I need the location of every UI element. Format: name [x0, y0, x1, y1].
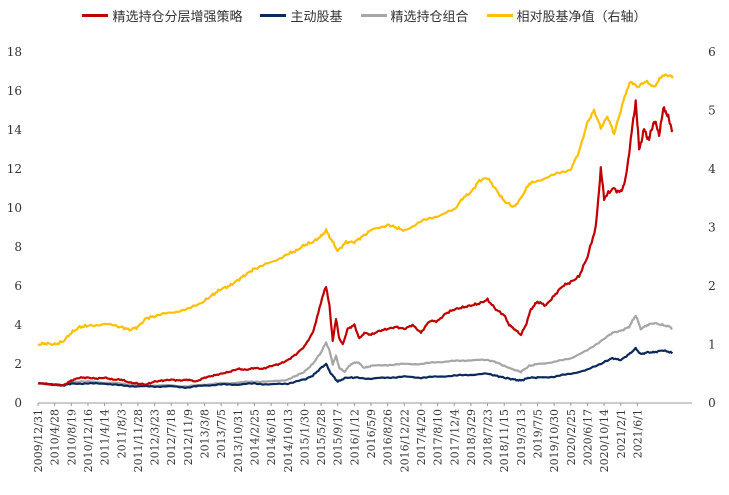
left-tick-label: 4 [14, 318, 22, 332]
x-tick-label: 2019/7/5 [532, 409, 545, 458]
series-layer [37, 73, 674, 389]
x-tick-label: 2017/4/20 [415, 409, 428, 465]
x-tick-label: 2020/2/25 [565, 409, 578, 465]
legend-swatch-active-fund [260, 14, 287, 17]
x-tick-label: 2010/12/16 [82, 409, 95, 472]
left-tick-label: 0 [14, 396, 22, 410]
left-tick-label: 8 [14, 240, 22, 254]
right-tick-label: 3 [708, 221, 716, 235]
x-tick-label: 2015/9/17 [332, 409, 345, 465]
right-tick-label: 6 [708, 45, 716, 59]
legend-swatch-strategy [82, 14, 109, 17]
x-tick-label: 2014/2/25 [248, 409, 261, 465]
portfolio-line [37, 314, 674, 388]
x-tick-label: 2011/8/3 [115, 409, 128, 458]
x-tick-label: 2014/10/13 [282, 409, 295, 472]
legend: 精选持仓分层增强策略 主动股基 精选持仓组合 相对股基净值（右轴） [0, 6, 729, 25]
x-tick-label: 2013/7/5 [215, 409, 228, 458]
legend-label-relative-nav: 相对股基净值（右轴） [516, 10, 647, 25]
x-tick-label: 2016/5/9 [365, 409, 378, 458]
x-tick-label: 2013/10/31 [232, 409, 245, 472]
x-tick-label: 2017/12/4 [448, 409, 461, 465]
x-tick-label: 2017/8/10 [432, 409, 445, 465]
right-tick-label: 0 [708, 396, 716, 410]
x-tick-label: 2020/10/14 [598, 409, 611, 472]
left-tick-label: 2 [14, 357, 22, 371]
legend-item-portfolio: 精选持仓组合 [360, 6, 469, 25]
right-tick-label: 2 [708, 279, 716, 293]
right-tick-label: 4 [708, 162, 716, 176]
relative-nav-line [37, 73, 674, 346]
x-tick-label: 2012/11/9 [182, 409, 195, 465]
legend-label-active-fund: 主动股基 [290, 10, 343, 25]
x-tick-label: 2011/4/14 [99, 409, 112, 465]
x-tick-label: 2018/11/15 [498, 409, 511, 472]
legend-item-relative-nav: 相对股基净值（右轴） [486, 6, 647, 25]
legend-item-active-fund: 主动股基 [260, 6, 343, 25]
legend-swatch-relative-nav [486, 14, 513, 17]
x-tick-label: 2009/12/31 [32, 409, 45, 472]
x-tick-label: 2010/4/28 [49, 409, 62, 465]
right-tick-label: 5 [708, 104, 716, 118]
legend-swatch-portfolio [360, 14, 387, 17]
x-tick-label: 2021/2/1 [615, 409, 628, 458]
x-tick-label: 2019/10/30 [548, 409, 561, 472]
active-fund-line [37, 346, 674, 389]
x-tick-label: 2012/3/23 [149, 409, 162, 465]
legend-item-strategy: 精选持仓分层增强策略 [82, 6, 242, 25]
left-tick-label: 16 [7, 84, 22, 98]
x-tick-label: 2014/6/18 [265, 409, 278, 465]
x-tick-label: 2016/8/26 [382, 409, 395, 465]
left-axis: 0 2 4 6 8 10 12 14 16 18 [7, 45, 23, 410]
x-tick-label: 2019/3/13 [515, 409, 528, 465]
left-tick-label: 12 [7, 162, 22, 176]
legend-label-portfolio: 精选持仓组合 [390, 10, 469, 25]
left-tick-label: 10 [7, 201, 22, 215]
x-tick-label: 2015/1/30 [298, 409, 311, 465]
x-tick-label: 2011/11/28 [132, 409, 145, 472]
x-tick-label: 2020/6/17 [581, 409, 594, 465]
x-tick-label: 2012/7/18 [165, 409, 178, 465]
x-tick-label: 2015/5/28 [315, 409, 328, 465]
legend-label-strategy: 精选持仓分层增强策略 [112, 10, 243, 25]
strategy-line [37, 99, 674, 387]
left-tick-label: 18 [7, 45, 22, 59]
x-tick-label: 2010/8/19 [65, 409, 78, 465]
left-tick-label: 6 [14, 279, 22, 293]
right-tick-label: 1 [708, 338, 716, 352]
x-axis: 2009/12/31 2010/4/28 2010/8/19 2010/12/16 20… [32, 402, 692, 472]
x-tick-label: 2013/3/8 [199, 409, 212, 458]
x-tick-label: 2016/12/22 [398, 409, 411, 472]
right-axis: 0 1 2 3 4 5 6 [708, 45, 716, 410]
x-tick-label: 2018/3/29 [465, 409, 478, 465]
x-tick-label: 2021/6/1 [631, 409, 644, 458]
x-tick-label: 2018/7/23 [482, 409, 495, 465]
x-tick-label: 2016/1/12 [348, 409, 361, 465]
left-tick-label: 14 [7, 123, 23, 137]
